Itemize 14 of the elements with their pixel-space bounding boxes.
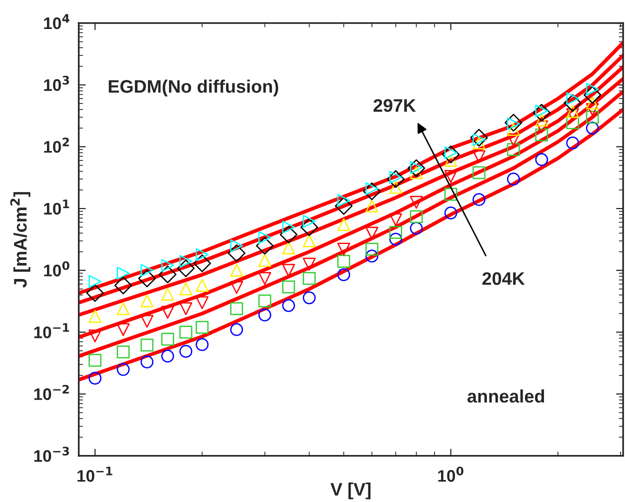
y-tick-label: 10$^{−3}$ [34,446,69,462]
annotation: annealed [467,389,544,403]
y-tick-label: 10$^{−2}$ [34,384,69,400]
y-tick-label: 10$^{3}$ [44,76,69,91]
annotation: EGDM(No diffusion) [108,80,278,96]
x-axis-title: V [V] [330,482,370,500]
y-tick-label: 10$^{2}$ [44,138,69,153]
y-tick-label: 10$^{−1}$ [34,323,70,338]
y-tick-label: 10$^{1}$ [44,200,70,215]
y-tick-label: 10$^{0}$ [44,261,70,276]
y-axis-title: J [mA/cm$^{2}$] [10,192,30,288]
annotation: 204K [482,272,525,285]
y-tick-label: 10$^{4}$ [44,14,70,30]
annotation: 297K [374,99,416,112]
